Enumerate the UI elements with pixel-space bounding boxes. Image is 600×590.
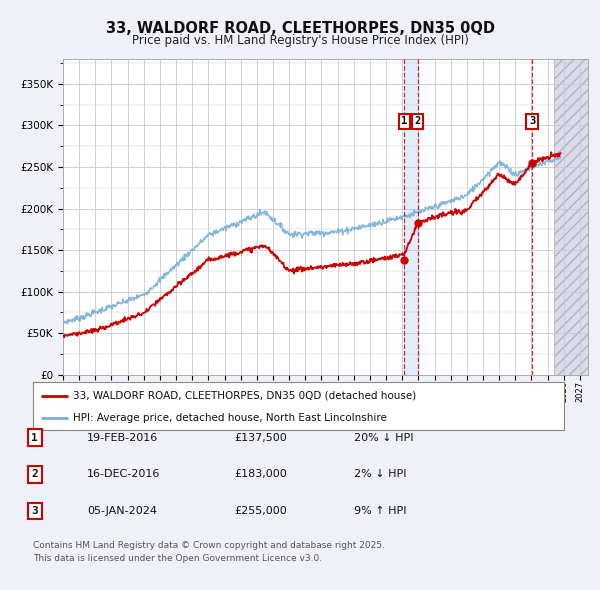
Text: £255,000: £255,000 [234,506,287,516]
Text: 3: 3 [529,116,535,126]
Text: Price paid vs. HM Land Registry's House Price Index (HPI): Price paid vs. HM Land Registry's House … [131,34,469,47]
Text: 2: 2 [31,470,38,479]
Text: 1: 1 [401,116,407,126]
Text: 2: 2 [415,116,421,126]
Text: This data is licensed under the Open Government Licence v3.0.: This data is licensed under the Open Gov… [33,555,322,563]
Text: 33, WALDORF ROAD, CLEETHORPES, DN35 0QD: 33, WALDORF ROAD, CLEETHORPES, DN35 0QD [106,21,494,35]
Text: Contains HM Land Registry data © Crown copyright and database right 2025.: Contains HM Land Registry data © Crown c… [33,541,385,550]
Text: 16-DEC-2016: 16-DEC-2016 [87,470,160,479]
Text: 9% ↑ HPI: 9% ↑ HPI [354,506,407,516]
Text: 2% ↓ HPI: 2% ↓ HPI [354,470,407,479]
Text: 33, WALDORF ROAD, CLEETHORPES, DN35 0QD (detached house): 33, WALDORF ROAD, CLEETHORPES, DN35 0QD … [73,391,416,401]
Text: £183,000: £183,000 [234,470,287,479]
Text: HPI: Average price, detached house, North East Lincolnshire: HPI: Average price, detached house, Nort… [73,413,387,422]
Bar [554,59,600,375]
Text: 05-JAN-2024: 05-JAN-2024 [87,506,157,516]
Bar [554,59,600,375]
Text: 3: 3 [31,506,38,516]
Bar [404,59,418,375]
Text: 19-FEB-2016: 19-FEB-2016 [87,433,158,442]
Text: £137,500: £137,500 [234,433,287,442]
Text: 20% ↓ HPI: 20% ↓ HPI [354,433,413,442]
Text: 1: 1 [31,433,38,442]
